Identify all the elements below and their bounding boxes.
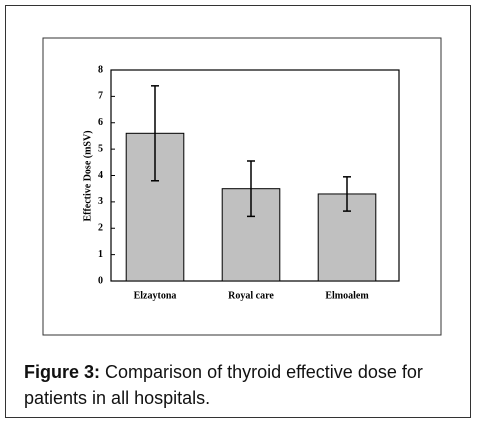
chart: Effective Dose (mSV) 0 1 2 3 4 5 6 7 8 Elzaytona R… (42, 37, 442, 336)
chart-border (42, 37, 442, 336)
x-tick-label: Royal care (228, 290, 274, 301)
y-axis-title: Effective Dose (mSV) (82, 130, 93, 221)
caption: Figure 3: Comparison of thyroid effectiv… (24, 359, 454, 411)
y-tick-label: 3 (98, 196, 103, 207)
y-tick-label: 7 (98, 91, 103, 102)
y-tick-label: 2 (98, 223, 103, 234)
figure-frame (5, 5, 471, 418)
y-tick-label: 6 (98, 117, 103, 128)
x-tick-label: Elmoalem (325, 290, 369, 301)
y-tick-label: 0 (98, 275, 103, 286)
y-tick-label: 1 (98, 249, 103, 260)
y-tick-label: 5 (98, 143, 103, 154)
caption-text: Comparison of thyroid effective dose for… (24, 362, 423, 408)
caption-label: Figure 3: (24, 362, 101, 382)
x-tick-label: Elzaytona (134, 290, 177, 301)
y-tick-label: 4 (98, 170, 103, 181)
y-tick-label: 8 (98, 64, 103, 75)
